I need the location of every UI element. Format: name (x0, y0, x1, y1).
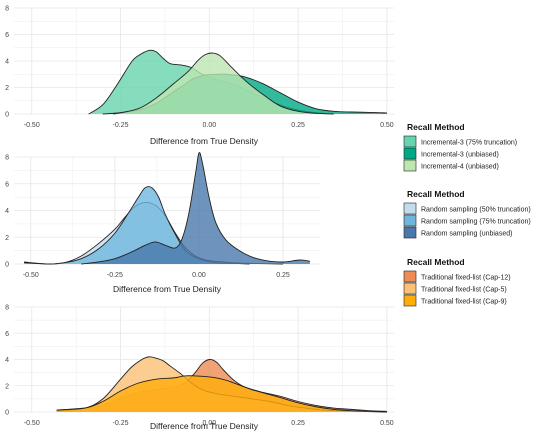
legend-key (403, 135, 417, 148)
legend-label: Incremental-3 (unbiased) (421, 152, 499, 159)
legend-key (403, 159, 417, 172)
legend-key (403, 294, 417, 307)
x-tick-label: 0.00 (192, 272, 206, 279)
legend-label: Traditional fixed-list (Cap-9) (421, 299, 507, 306)
legend-label: Incremental-4 (unbiased) (421, 164, 499, 171)
legend-label: Random sampling (75% truncation) (421, 219, 531, 226)
x-tick-label: -0.25 (107, 272, 123, 279)
legend-key (403, 202, 417, 215)
legend-label: Traditional fixed-list (Cap-12) (421, 275, 511, 282)
x-axis-title: Difference from True Density (150, 136, 259, 146)
x-tick-label: 0.00 (203, 122, 217, 129)
x-tick-label: -0.25 (113, 420, 129, 427)
x-tick-label: 0.00 (203, 420, 217, 427)
density-panel-random-sampling: 0 2 4 6 8 -0.50 -0.25 0.00 0.25 Difference from T… (5, 152, 531, 294)
density-area-series-3 (56, 375, 387, 412)
y-tick-label: 6 (5, 32, 9, 39)
x-tick-label: -0.50 (24, 420, 40, 427)
density-areas (56, 356, 387, 413)
legend-key (403, 147, 417, 160)
x-tick-label: 0.25 (291, 122, 305, 129)
legend-key (403, 270, 417, 283)
x-tick-label: -0.25 (113, 122, 129, 129)
legend-key (403, 282, 417, 295)
density-areas (24, 152, 310, 265)
density-area-series-3 (113, 52, 334, 114)
legend-key (403, 226, 417, 239)
y-tick-label: 4 (5, 59, 9, 66)
y-tick-label: 8 (5, 155, 9, 162)
density-area-series-2 (24, 186, 250, 264)
y-tick-label: 4 (5, 357, 9, 364)
y-tick-label: 2 (5, 85, 9, 92)
legend: Recall Method Traditional fixed-list (Cap… (403, 257, 511, 307)
legend-title: Recall Method (407, 257, 465, 267)
x-tick-label: 0.25 (276, 272, 290, 279)
legend-label: Random sampling (50% truncation) (421, 207, 531, 214)
legend-title: Recall Method (407, 122, 465, 132)
y-tick-label: 6 (5, 181, 9, 188)
x-axis-title: Difference from True Density (113, 284, 222, 294)
y-tick-label: 8 (5, 305, 9, 312)
y-tick-label: 0 (5, 262, 9, 269)
legend-label: Traditional fixed-list (Cap-5) (421, 287, 507, 294)
density-panel-traditional: 0 2 4 6 8 -0.50 -0.25 0.00 0.25 0.50 Difference fr… (5, 257, 511, 431)
y-tick-label: 2 (5, 235, 9, 242)
density-outline-series-3 (81, 152, 310, 265)
y-tick-label: 0 (5, 112, 9, 119)
legend-key (403, 214, 417, 227)
density-outline-series-3 (56, 375, 387, 413)
y-tick-label: 2 (5, 383, 9, 390)
x-tick-label: 0.50 (380, 420, 394, 427)
y-tick-label: 8 (5, 6, 9, 13)
x-tick-label: -0.50 (23, 272, 39, 279)
y-tick-label: 0 (5, 410, 9, 417)
x-tick-label: 0.25 (291, 420, 305, 427)
x-tick-label: -0.50 (24, 122, 40, 129)
density-panel-incremental: 0 2 4 6 8 -0.50 -0.25 0.00 0.25 0.50 Difference fr… (5, 6, 517, 172)
legend-label: Random sampling (unbiased) (421, 231, 512, 238)
legend-label: Incremental-3 (75% truncation) (421, 140, 517, 147)
legend: Recall Method Random sampling (50% trunca… (403, 189, 531, 239)
x-axis-title: Difference from True Density (150, 421, 259, 431)
density-area-series-3 (81, 152, 310, 264)
x-tick-label: 0.50 (380, 122, 394, 129)
y-tick-label: 4 (5, 208, 9, 215)
legend-title: Recall Method (407, 189, 465, 199)
density-outline-series-3 (113, 52, 334, 115)
y-tick-label: 6 (5, 331, 9, 338)
legend: Recall Method Incremental-3 (75% truncati… (403, 122, 517, 172)
density-areas (88, 49, 387, 115)
